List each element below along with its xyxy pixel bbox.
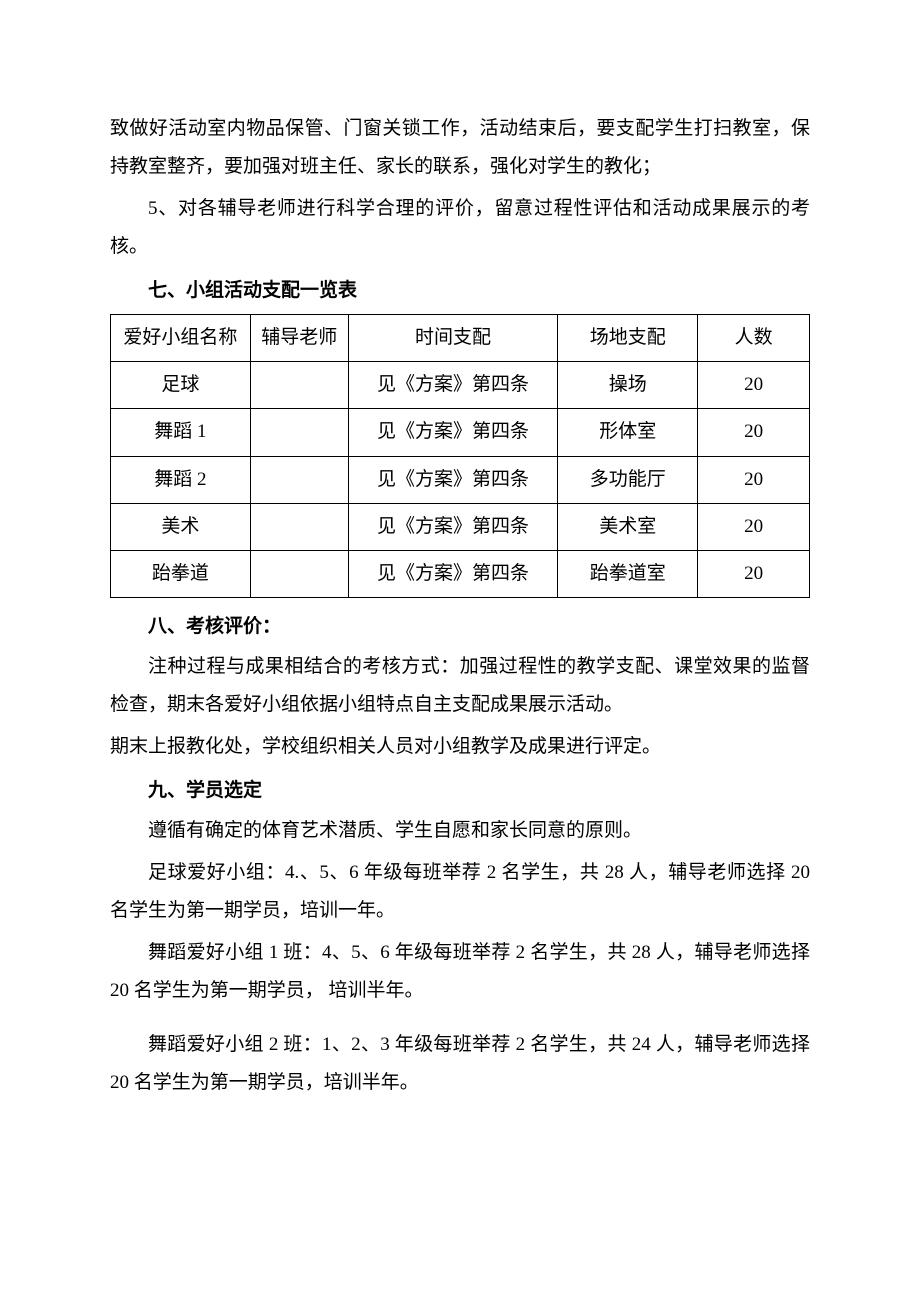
intro-para-2: 5、对各辅导老师进行科学合理的评价，留意过程性评估和活动成果展示的考核。: [110, 190, 810, 266]
table-row: 足球 见《方案》第四条 操场 20: [111, 362, 810, 409]
table-row: 跆拳道 见《方案》第四条 跆拳道室 20: [111, 550, 810, 597]
activity-table-body: 足球 见《方案》第四条 操场 20 舞蹈 1 见《方案》第四条 形体室 20 舞…: [111, 362, 810, 598]
th-number: 人数: [698, 315, 810, 362]
table-header-row: 爱好小组名称 辅导老师 时间支配 场地支配 人数: [111, 315, 810, 362]
th-place: 场地支配: [558, 315, 698, 362]
cell-teach: [250, 550, 348, 597]
section9-para-1: 遵循有确定的体育艺术潜质、学生自愿和家长同意的原则。: [110, 812, 810, 850]
th-teacher: 辅导老师: [250, 315, 348, 362]
cell-name: 跆拳道: [111, 550, 251, 597]
section8-heading: 八、考核评价：: [110, 608, 810, 646]
cell-num: 20: [698, 362, 810, 409]
cell-teach: [250, 456, 348, 503]
cell-num: 20: [698, 503, 810, 550]
section8-para-1: 注种过程与成果相结合的考核方式：加强过程性的教学支配、课堂效果的监督检查，期末各…: [110, 648, 810, 724]
cell-time: 见《方案》第四条: [348, 503, 558, 550]
cell-place: 形体室: [558, 409, 698, 456]
section7-heading: 七、小组活动支配一览表: [110, 272, 810, 310]
cell-num: 20: [698, 550, 810, 597]
cell-name: 足球: [111, 362, 251, 409]
cell-name: 舞蹈 2: [111, 456, 251, 503]
activity-table: 爱好小组名称 辅导老师 时间支配 场地支配 人数 足球 见《方案》第四条 操场 …: [110, 314, 810, 598]
cell-time: 见《方案》第四条: [348, 550, 558, 597]
section8-para-2: 期末上报教化处，学校组织相关人员对小组教学及成果进行评定。: [110, 728, 810, 766]
cell-time: 见《方案》第四条: [348, 456, 558, 503]
cell-teach: [250, 362, 348, 409]
table-row: 美术 见《方案》第四条 美术室 20: [111, 503, 810, 550]
cell-teach: [250, 409, 348, 456]
cell-time: 见《方案》第四条: [348, 362, 558, 409]
paragraph-gap: [110, 1014, 810, 1026]
cell-place: 多功能厅: [558, 456, 698, 503]
cell-name: 舞蹈 1: [111, 409, 251, 456]
cell-teach: [250, 503, 348, 550]
cell-num: 20: [698, 409, 810, 456]
cell-name: 美术: [111, 503, 251, 550]
cell-num: 20: [698, 456, 810, 503]
section9-para-2: 足球爱好小组：4.、5、6 年级每班举荐 2 名学生，共 28 人，辅导老师选择…: [110, 854, 810, 930]
cell-place: 操场: [558, 362, 698, 409]
section9-para-4: 舞蹈爱好小组 2 班：1、2、3 年级每班举荐 2 名学生，共 24 人，辅导老…: [110, 1026, 810, 1102]
intro-para-1: 致做好活动室内物品保管、门窗关锁工作，活动结束后，要支配学生打扫教室，保持教室整…: [110, 110, 810, 186]
table-row: 舞蹈 1 见《方案》第四条 形体室 20: [111, 409, 810, 456]
activity-table-wrap: 爱好小组名称 辅导老师 时间支配 场地支配 人数 足球 见《方案》第四条 操场 …: [110, 314, 810, 598]
table-row: 舞蹈 2 见《方案》第四条 多功能厅 20: [111, 456, 810, 503]
section9-para-3: 舞蹈爱好小组 1 班：4、5、6 年级每班举荐 2 名学生，共 28 人，辅导老…: [110, 934, 810, 1010]
cell-place: 美术室: [558, 503, 698, 550]
th-group-name: 爱好小组名称: [111, 315, 251, 362]
cell-time: 见《方案》第四条: [348, 409, 558, 456]
cell-place: 跆拳道室: [558, 550, 698, 597]
section9-heading: 九、学员选定: [110, 772, 810, 810]
th-time: 时间支配: [348, 315, 558, 362]
